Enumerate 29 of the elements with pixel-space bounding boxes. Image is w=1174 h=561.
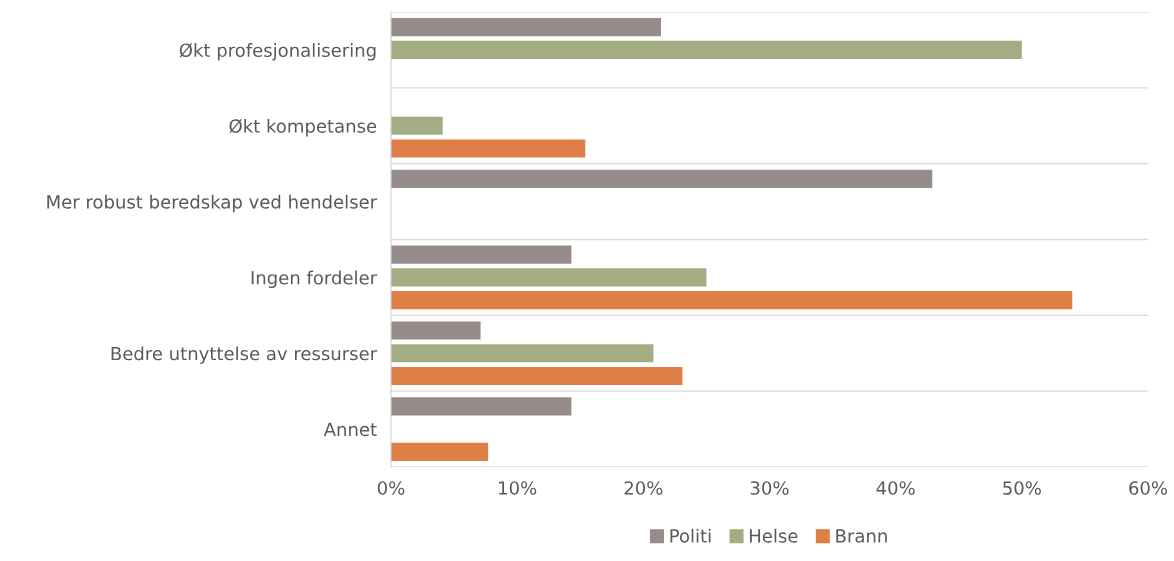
bar	[391, 291, 1073, 310]
bar	[391, 40, 1022, 60]
x-tick-label: 0%	[377, 481, 405, 495]
bar	[391, 344, 654, 363]
bar	[391, 268, 707, 287]
bar	[391, 139, 586, 158]
x-tick-label: 50%	[1003, 481, 1041, 495]
y-tick-label: Mer robust beredskap ved hendelser	[47, 194, 378, 213]
legend-label: Brann	[836, 529, 887, 543]
bar	[391, 245, 572, 264]
bar	[391, 18, 661, 37]
bar	[391, 321, 481, 340]
y-tick-label: Økt profesjonalisering	[179, 43, 376, 61]
x-tick-label: 10%	[499, 481, 537, 495]
y-tick-label: Ingen fordeler	[251, 270, 378, 289]
legend-label: Politi	[670, 528, 711, 543]
x-tick-label: 60%	[1129, 481, 1168, 495]
x-tick-label: 30%	[750, 481, 789, 495]
legend-label: Helse	[750, 528, 798, 543]
x-tick-label: 20%	[624, 481, 663, 495]
y-tick-label: Bedre utnyttelse av ressurser	[111, 346, 378, 364]
x-tick-label: 40%	[876, 481, 915, 495]
bar	[391, 116, 443, 135]
y-tick-label: Annet	[323, 422, 377, 437]
bar	[391, 397, 572, 416]
bar	[391, 366, 683, 386]
bar	[391, 442, 489, 461]
bar	[391, 169, 933, 188]
y-tick-label: Økt kompetanse	[229, 118, 377, 137]
